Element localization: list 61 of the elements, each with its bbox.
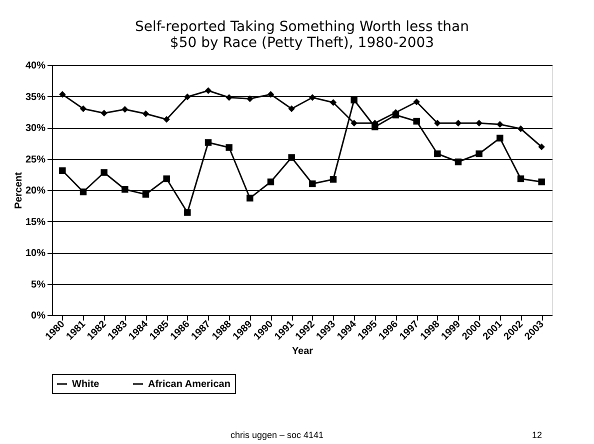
point — [350, 96, 358, 104]
point — [59, 91, 66, 98]
point — [142, 191, 150, 198]
point — [434, 150, 441, 158]
legend-label: White — [72, 379, 100, 390]
point — [309, 94, 316, 101]
point — [142, 110, 150, 118]
point — [100, 110, 108, 116]
y-tick-label: 10% — [25, 248, 46, 259]
y-tick-label: 25% — [25, 154, 46, 166]
point — [100, 169, 108, 176]
point — [80, 105, 87, 112]
point — [226, 144, 232, 151]
y-tick-label: 30% — [25, 123, 46, 134]
point — [163, 175, 170, 182]
point — [454, 120, 462, 126]
y-tick-label: 35% — [25, 92, 46, 103]
text: Self-reported Taking Something Worth less than — [134, 19, 470, 35]
y-tick-label: 0% — [31, 310, 46, 322]
point — [246, 95, 254, 102]
point — [122, 186, 128, 193]
point — [226, 94, 232, 101]
text: chris uggen – soc 4141 — [230, 430, 324, 440]
point — [267, 178, 274, 186]
point — [476, 120, 482, 126]
point — [350, 120, 358, 126]
point — [204, 139, 212, 146]
point — [246, 194, 254, 202]
point — [184, 94, 191, 100]
point — [184, 209, 191, 216]
point — [288, 105, 295, 112]
point — [517, 125, 524, 132]
point — [309, 180, 316, 188]
legend-label: African American — [148, 379, 230, 390]
point — [496, 121, 504, 128]
point — [454, 158, 462, 166]
y-tick-label: 15% — [25, 216, 46, 228]
point — [434, 120, 441, 126]
point — [538, 178, 545, 186]
point — [517, 175, 524, 182]
point — [288, 154, 295, 161]
text: $50 by Race (Petty Theft), 1980-2003 — [170, 35, 434, 51]
y-tick-label: 20% — [25, 186, 46, 196]
y-axis-title: Percent — [13, 171, 24, 209]
y-tick-label: 5% — [31, 279, 46, 290]
point — [80, 188, 87, 196]
point — [163, 116, 170, 123]
point — [122, 106, 128, 113]
point — [538, 144, 545, 150]
x-axis-title: Year — [292, 346, 314, 357]
point — [204, 87, 212, 94]
point — [476, 150, 482, 158]
text: 12 — [532, 430, 542, 440]
point — [267, 91, 274, 98]
point — [330, 99, 337, 106]
point — [413, 118, 420, 125]
point — [496, 134, 504, 142]
point — [59, 167, 66, 174]
point — [413, 98, 420, 106]
point — [330, 176, 337, 183]
y-tick-label: 40% — [25, 60, 46, 72]
